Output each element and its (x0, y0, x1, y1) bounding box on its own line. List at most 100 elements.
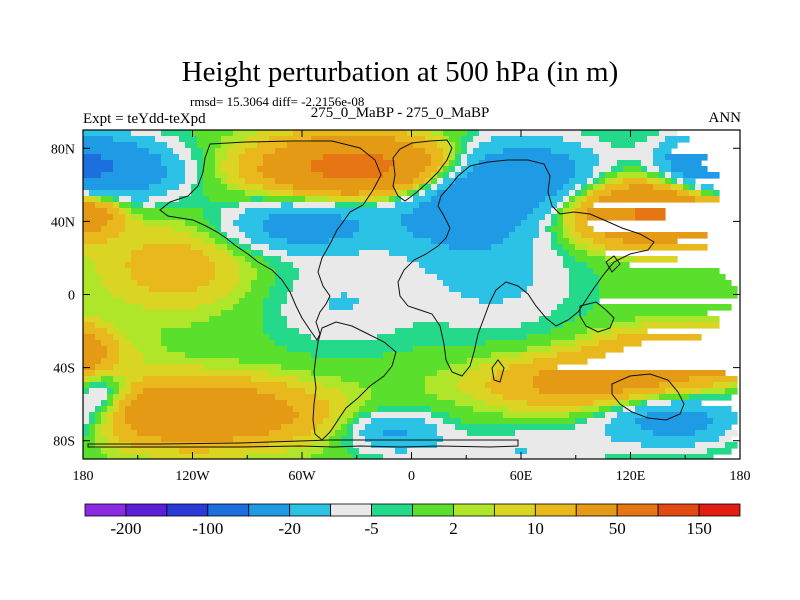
field-cell (83, 202, 96, 209)
field-cell (263, 328, 300, 335)
colorbar: -200 -100 -20 -5 2 10 50 150 (84, 503, 741, 538)
field-cell (125, 298, 216, 305)
field-cell (437, 142, 450, 149)
field-cell (245, 208, 414, 215)
field-cell (167, 190, 192, 197)
field-cell (377, 406, 432, 413)
field-cell (119, 352, 144, 359)
field-cell (455, 178, 570, 185)
field-cell (83, 148, 150, 155)
field-cell (605, 430, 654, 437)
field-cell (119, 400, 132, 407)
field-cell (215, 262, 240, 269)
colorbar-label: -20 (278, 519, 301, 538)
field-cell (137, 394, 276, 401)
field-cell (155, 202, 240, 209)
field-cell (113, 418, 126, 425)
field-cell (281, 256, 408, 263)
field-cell (593, 334, 618, 341)
colorbar-swatch (84, 503, 127, 517)
field-cell (239, 280, 252, 287)
field-cell (569, 154, 600, 161)
field-cell (83, 406, 96, 413)
field-cell (449, 412, 504, 419)
field-cell (725, 430, 738, 437)
field-cell (623, 388, 666, 395)
field-cell (215, 244, 228, 251)
field-cell (599, 172, 606, 179)
field-cell (251, 286, 270, 293)
field-cell (239, 262, 252, 269)
field-cell (443, 166, 450, 173)
field-cell (539, 316, 576, 323)
field-cell (365, 436, 444, 443)
field-cell (251, 244, 270, 251)
field-cell (185, 220, 210, 227)
field-cell (119, 358, 144, 365)
field-cell (83, 232, 120, 239)
field-cell (101, 430, 114, 437)
field-cell (131, 424, 282, 431)
field-cell (401, 220, 522, 227)
colorbar-swatch (412, 503, 454, 517)
field-cell (101, 226, 126, 233)
field-cell (575, 190, 582, 197)
field-cell (161, 334, 270, 341)
field-cell (119, 208, 126, 215)
field-cell (113, 292, 228, 299)
field-cell (101, 358, 120, 365)
field-cell (443, 436, 612, 443)
field-cell (287, 448, 324, 455)
field-cell (83, 340, 102, 347)
field-cell (269, 262, 294, 269)
field-cell (311, 334, 378, 341)
field-cell (497, 358, 534, 365)
field-cell (317, 394, 348, 401)
field-cell (671, 400, 702, 407)
field-cell (395, 448, 408, 455)
field-cell (611, 322, 642, 329)
field-cell (239, 184, 264, 191)
field-cell (353, 454, 384, 459)
field-cell (101, 316, 210, 323)
field-cell (227, 250, 234, 257)
field-cell (701, 184, 714, 191)
field-cell (431, 178, 438, 185)
field-cell (599, 136, 648, 143)
field-cell (143, 376, 252, 383)
y-tick-label: 80N (51, 142, 75, 157)
field-cell (719, 436, 732, 443)
field-cell (239, 298, 264, 305)
field-cell (359, 406, 378, 413)
field-cell (209, 232, 222, 239)
field-cell (287, 316, 540, 323)
field-cell (131, 400, 288, 407)
field-cell (131, 382, 288, 389)
field-cell (617, 160, 642, 167)
field-cell (191, 190, 204, 197)
field-cell (383, 454, 606, 459)
field-cell (413, 208, 534, 215)
field-cell (227, 232, 246, 239)
field-cell (707, 412, 738, 419)
field-cell (605, 232, 708, 239)
field-cell (95, 322, 114, 329)
field-cell (329, 304, 354, 311)
field-cell (431, 406, 474, 413)
field-cell (635, 406, 732, 413)
field-cell (233, 130, 258, 137)
field-cell (647, 166, 660, 173)
field-cell (131, 250, 204, 257)
field-cell (713, 190, 720, 197)
field-cell (311, 160, 396, 167)
field-cell (413, 346, 528, 353)
field-cell (647, 172, 660, 179)
field-cell (347, 448, 360, 455)
field-cell (233, 142, 258, 149)
field-cell (695, 430, 726, 437)
field-cell (329, 406, 348, 413)
field-cell (545, 214, 552, 221)
field-cell (587, 418, 612, 425)
field-cell (461, 148, 468, 155)
field-cell (527, 400, 594, 407)
